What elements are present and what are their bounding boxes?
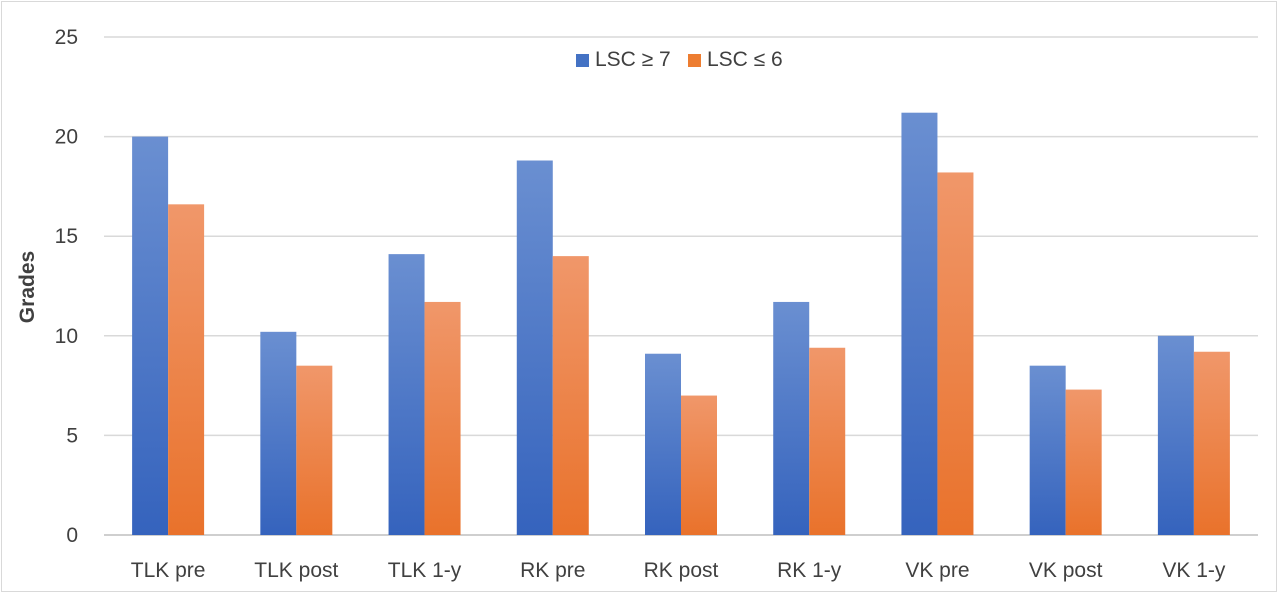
bar-lsc-le-6 bbox=[1065, 389, 1102, 535]
bar-lsc-le-6 bbox=[937, 172, 974, 535]
x-axis-categories: TLK pre TLK post TLK 1-y RK pre RK post RK 1-… bbox=[131, 559, 1226, 582]
bar-lsc-le-6 bbox=[552, 256, 589, 535]
bar-lsc-ge-7 bbox=[773, 301, 810, 535]
bar-lsc-ge-7 bbox=[1157, 335, 1194, 535]
bars bbox=[132, 112, 1230, 536]
y-axis-label: Grades bbox=[16, 251, 39, 323]
legend-label: LSC ≥ 7 bbox=[595, 48, 671, 71]
y-tick-label: 25 bbox=[55, 26, 78, 49]
x-category-label: TLK pre bbox=[131, 559, 206, 582]
x-category-label: TLK 1-y bbox=[388, 559, 462, 582]
bar-lsc-le-6 bbox=[296, 365, 333, 535]
y-tick-label: 20 bbox=[55, 126, 78, 149]
y-tick-label: 15 bbox=[55, 225, 78, 248]
bar-lsc-ge-7 bbox=[132, 136, 169, 535]
bar-lsc-ge-7 bbox=[260, 331, 297, 535]
y-tick-label: 10 bbox=[55, 325, 78, 348]
x-category-label: VK pre bbox=[905, 559, 969, 582]
bar-lsc-ge-7 bbox=[516, 160, 553, 535]
bar-lsc-ge-7 bbox=[1029, 365, 1066, 535]
bar-lsc-le-6 bbox=[424, 301, 461, 535]
bar-lsc-le-6 bbox=[1193, 351, 1230, 535]
x-category-label: RK 1-y bbox=[777, 559, 842, 582]
x-category-label: TLK post bbox=[254, 559, 338, 582]
legend-label: LSC ≤ 6 bbox=[707, 48, 783, 71]
bar-lsc-le-6 bbox=[681, 395, 717, 535]
bar-lsc-le-6 bbox=[809, 347, 846, 535]
bar-lsc-ge-7 bbox=[388, 254, 425, 536]
legend-swatch bbox=[576, 54, 589, 67]
legend: LSC ≥ 7 LSC ≤ 6 bbox=[576, 48, 783, 71]
x-category-label: VK 1-y bbox=[1162, 559, 1226, 582]
x-category-label: RK pre bbox=[520, 559, 585, 582]
x-category-label: RK post bbox=[644, 559, 719, 582]
y-axis-ticks: 0 5 10 15 20 25 bbox=[55, 26, 78, 547]
bar-lsc-ge-7 bbox=[901, 112, 938, 536]
bar-lsc-ge-7 bbox=[645, 353, 681, 535]
y-tick-label: 5 bbox=[66, 424, 78, 447]
legend-swatch bbox=[688, 54, 701, 67]
y-tick-label: 0 bbox=[66, 524, 78, 547]
bar-lsc-le-6 bbox=[168, 204, 205, 535]
x-category-label: VK post bbox=[1029, 559, 1103, 582]
